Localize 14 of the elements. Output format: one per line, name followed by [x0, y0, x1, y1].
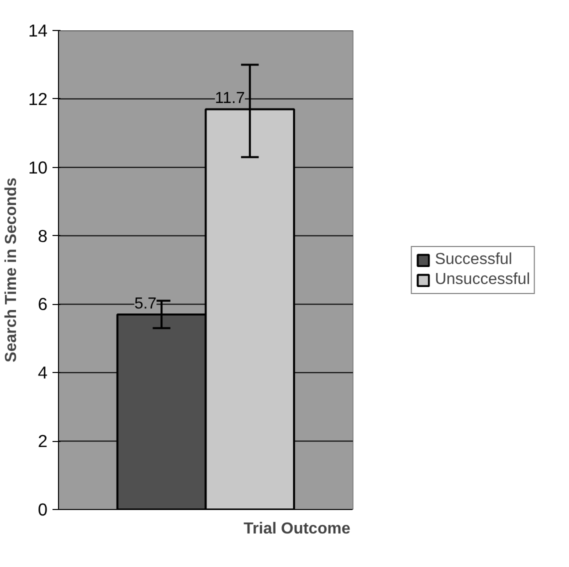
legend-label: Unsuccessful — [434, 270, 530, 288]
y-tick-label: 12 — [28, 88, 48, 109]
y-tick-label: 4 — [38, 362, 48, 383]
y-tick-label: 14 — [28, 20, 48, 40]
legend-label: Successful — [434, 250, 512, 268]
y-axis-title: Search Time in Seconds — [3, 178, 20, 362]
y-tick-label: 0 — [38, 500, 48, 520]
y-tick-label: 10 — [28, 157, 48, 178]
data-label: 11.7 — [214, 90, 245, 108]
x-axis-title: Trial Outcome — [244, 520, 350, 538]
y-tick-label: 6 — [38, 294, 48, 314]
y-tick-label: 8 — [38, 226, 48, 246]
y-tick-label: 2 — [38, 431, 48, 452]
data-label: 5.7 — [134, 295, 157, 312]
